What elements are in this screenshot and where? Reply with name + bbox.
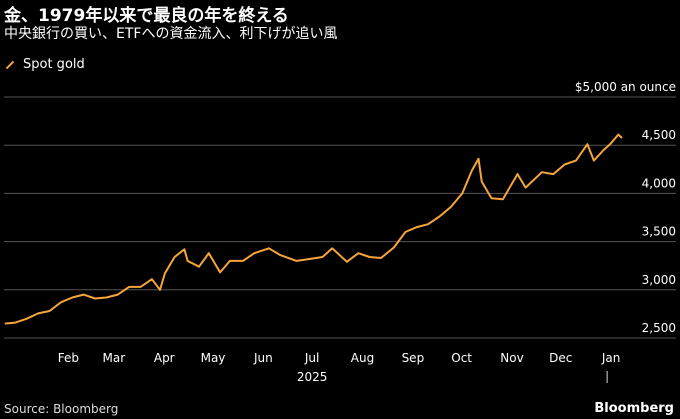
x-tick-label-aug: Aug	[351, 351, 374, 365]
y-tick-label-3500: 3,500	[642, 225, 676, 239]
x-tick-label-mar: Mar	[103, 351, 126, 365]
y-axis-labels: 2,500 3,000 3,500 4,000 4,500 $5,000 an ounce	[575, 80, 676, 335]
y-tick-label-2500: 2,500	[642, 321, 676, 335]
x-tick-label-oct: Oct	[451, 351, 472, 365]
x-axis-labels: Feb Mar Apr May Jun Jul Aug Sep Oct Nov Dec Jan 2025	[58, 351, 621, 384]
chart-subtitle: 中央銀行の買い、ETFへの資金流入、利下げが追い風	[4, 26, 338, 42]
source-note: Source: Bloomberg	[4, 402, 119, 416]
x-tick-label-jan: Jan	[601, 351, 621, 365]
chart-title: 金、1979年以来で最良の年を終える	[4, 6, 289, 26]
x-tick-label-dec: Dec	[549, 351, 572, 365]
series-line-spot-gold	[4, 133, 623, 325]
y-tick-label-5000: $5,000 an ounce	[575, 80, 676, 94]
x-tick-label-apr: Apr	[154, 351, 175, 365]
x-tick-label-feb: Feb	[58, 351, 79, 365]
x-tick-label-sep: Sep	[402, 351, 425, 365]
y-tick-label-4500: 4,500	[642, 128, 676, 142]
x-tick-label-may: May	[201, 351, 226, 365]
x-year-label: 2025	[297, 370, 328, 384]
bloomberg-logo: Bloomberg	[594, 401, 674, 416]
x-tick-label-jul: Jul	[304, 351, 319, 365]
legend-label-spot-gold: Spot gold	[23, 57, 85, 72]
gridlines	[4, 96, 676, 339]
legend: Spot gold	[4, 57, 85, 72]
y-tick-label-3000: 3,000	[642, 273, 676, 287]
series-spot-gold	[4, 133, 623, 325]
x-tick-label-jun: Jun	[253, 351, 273, 365]
x-tick-label-nov: Nov	[500, 351, 523, 365]
y-tick-label-4000: 4,000	[642, 176, 676, 190]
